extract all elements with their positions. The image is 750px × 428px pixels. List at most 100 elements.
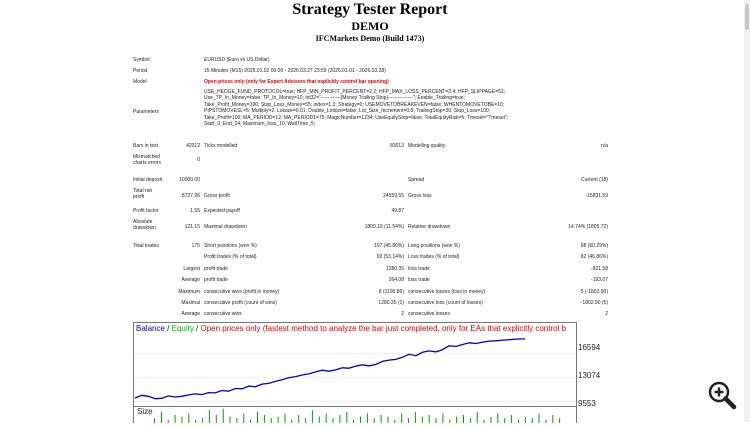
parameter-line: Use_TP_In_Money=false; TP_In_Money=10; t… <box>204 95 465 102</box>
report-title: Strategy Tester Report <box>292 1 448 18</box>
size-bar <box>538 413 540 423</box>
size-bar <box>270 418 272 423</box>
size-bar <box>339 415 341 423</box>
size-bar <box>174 415 176 423</box>
profit-factor-label: Profit factor <box>133 208 159 214</box>
size-bar <box>463 415 464 423</box>
size-bar <box>408 418 410 423</box>
size-bar <box>298 415 300 423</box>
largest-profit-label: profit trade <box>204 266 228 272</box>
zoom-in-button[interactable] <box>707 380 737 410</box>
short-positions-label: Short positions (won %) <box>204 243 257 249</box>
size-bar <box>353 419 355 423</box>
size-chart-plot <box>154 408 561 423</box>
legend-balance: Balance <box>136 324 165 333</box>
max-consecutive-profit-value: 1280.35 (1) <box>378 300 404 306</box>
parameter-line: Take_Profit=100; MA_PERIOD=12; MA_PERIOD… <box>204 114 509 121</box>
size-bar <box>208 410 210 423</box>
vertical-scrollbar[interactable] <box>744 0 750 422</box>
relative-drawdown-label: Relative drawdown <box>408 224 451 230</box>
largest-loss-value: -821.58 <box>591 266 608 272</box>
spread-value: Current (18) <box>581 177 608 183</box>
size-bar <box>318 416 320 423</box>
avg-consecutive-losses-value: 2 <box>605 311 608 317</box>
bars-label: Bars in test <box>133 143 159 149</box>
max-consecutive-losses-label: consecutive losses (loss in money) <box>408 289 486 295</box>
size-bar <box>311 410 313 423</box>
parameter-line: PIPSTOMOVESL=5; Multiply=2; Lotsize=0.01… <box>204 108 491 115</box>
long-positions-label: Long positions (won %) <box>408 243 460 249</box>
size-bar <box>394 419 396 423</box>
size-bar <box>346 411 348 423</box>
size-bar <box>366 413 368 423</box>
size-bar <box>428 415 430 423</box>
chart-legend: Balance / Equity / Open prices only (fas… <box>136 324 572 333</box>
size-bar <box>524 416 526 423</box>
size-bar <box>469 418 471 423</box>
gross-loss-value: -15831.59 <box>585 193 608 199</box>
ticks-label: Ticks modelled <box>204 143 238 149</box>
legend-separator: / <box>193 324 201 333</box>
size-bar <box>332 418 334 423</box>
balance-chart <box>133 322 577 408</box>
size-bar <box>154 418 155 423</box>
model-label: Model <box>133 79 147 85</box>
scrollbar-thumb[interactable] <box>745 4 749 30</box>
spread-label: Spread <box>408 177 425 183</box>
gross-profit-value: 24559.55 <box>383 193 404 199</box>
size-bar <box>202 418 204 423</box>
size-label: Size <box>137 407 153 416</box>
size-bar <box>483 419 485 423</box>
max-consecutive-loss-value: -1802.90 (5) <box>580 300 608 306</box>
gross-profit-label: Gross profit <box>204 193 230 199</box>
size-bar <box>195 419 197 423</box>
absolute-drawdown-label: Absolute drawdown <box>133 219 156 231</box>
maximal-label: Maximal <box>181 300 200 306</box>
profit-trades-value: 93 (53.14%) <box>376 254 404 260</box>
profit-trades-label: Profit trades (% of total) <box>204 254 257 260</box>
size-bar <box>552 415 554 423</box>
period-label: Period <box>133 68 148 74</box>
size-bar <box>517 419 519 423</box>
average-label: Average <box>181 277 200 283</box>
symbol-label: Symbol <box>133 57 150 63</box>
gross-loss-label: Gross loss <box>408 193 432 199</box>
size-bar <box>380 415 382 423</box>
expected-payoff-label: Expected payoff <box>204 208 240 214</box>
initial-deposit-label: Initial deposit <box>133 177 163 183</box>
maximal-drawdown-value: 1809.19 (11.54%) <box>364 224 404 230</box>
parameters-list: USE_HEDGE_FUND_PROTOCOL=true; HFP_MIN_PR… <box>204 89 624 127</box>
size-bar <box>442 413 444 423</box>
net-profit-value: 8727.96 <box>181 193 200 199</box>
size-bar <box>236 418 238 423</box>
size-bar <box>511 415 513 423</box>
long-positions-value: 68 (60.29%) <box>580 243 608 249</box>
relative-drawdown-value: 14.74% (1805.72) <box>568 224 608 230</box>
size-bar <box>497 413 499 423</box>
short-positions-value: 107 (45.80%) <box>373 243 404 249</box>
size-bar <box>490 416 492 423</box>
largest-label: Largest <box>183 266 200 272</box>
y-tick-label: 9553 <box>578 399 596 408</box>
size-bar <box>291 419 293 423</box>
loss-trades-value: 82 (46.86%) <box>580 254 608 260</box>
size-bar <box>476 411 478 423</box>
size-bar <box>188 413 190 423</box>
bars-value: 42012 <box>186 143 200 149</box>
average-profit-value: 264.08 <box>388 277 404 283</box>
legend-separator: / <box>164 324 172 333</box>
parameter-line: Take_Profit_Money=190; Stop_Loss_Money=5… <box>204 101 505 108</box>
balance-line <box>134 338 525 400</box>
size-bar <box>243 413 245 423</box>
size-bar <box>401 413 403 423</box>
max-consecutive-wins-value: 8 (1190.86) <box>378 289 404 295</box>
size-bar <box>222 408 224 423</box>
parameters-label: Parameters <box>133 109 159 115</box>
size-bar <box>325 413 327 423</box>
maximum-label: Maximum <box>178 289 200 295</box>
size-bar <box>229 416 231 423</box>
largest-loss-label: loss trade <box>408 266 430 272</box>
size-chart <box>133 406 577 423</box>
size-bar <box>456 416 458 423</box>
